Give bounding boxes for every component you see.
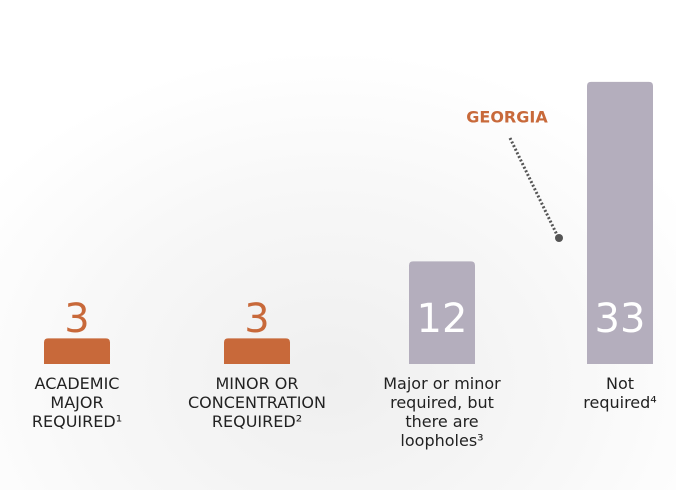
category-label: MINOR OR CONCENTRATION REQUIRED²: [188, 374, 326, 431]
annotation-dot: [555, 234, 563, 242]
bar: [224, 338, 290, 364]
category-label: Not required⁴: [583, 374, 657, 412]
annotation: GEORGIA: [466, 108, 548, 127]
value-label: 3: [64, 296, 89, 342]
bar: [409, 261, 475, 364]
value-label: 12: [417, 296, 468, 342]
bar: [44, 338, 110, 364]
annotation-line: [508, 137, 560, 238]
category-label: ACADEMIC MAJOR REQUIRED¹: [31, 374, 123, 431]
value-label: 33: [595, 296, 646, 342]
bar: [587, 81, 653, 364]
category-label: Major or minor required, but there are l…: [383, 374, 501, 450]
value-label: 3: [244, 296, 269, 342]
